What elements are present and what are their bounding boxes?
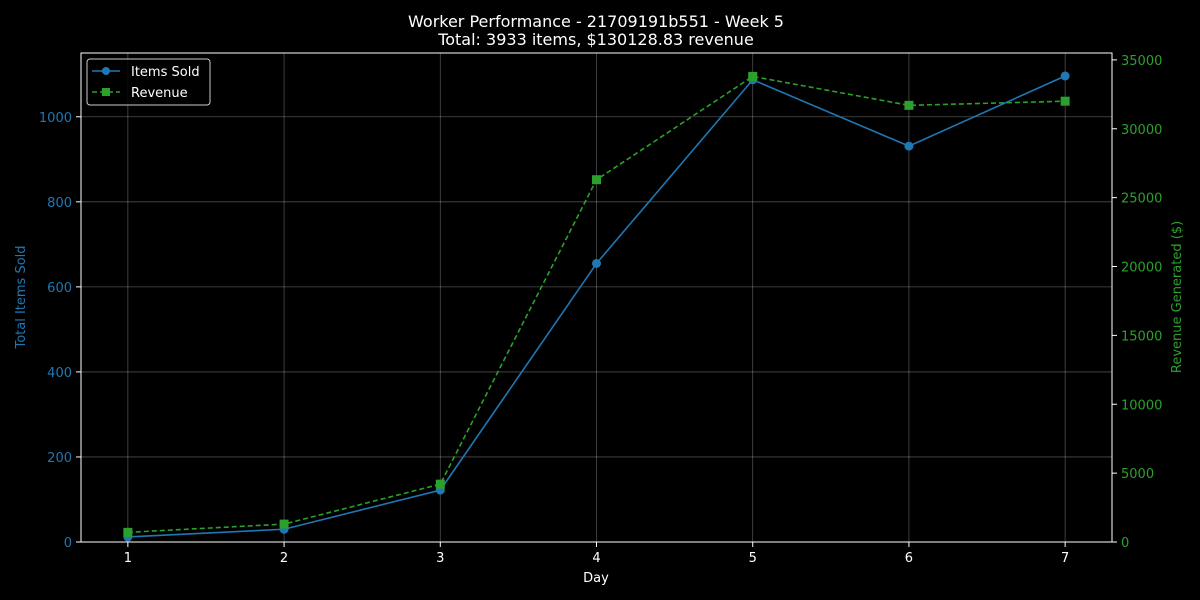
left-y-axis-label: Total Items Sold — [14, 245, 29, 349]
x-tick-label: 7 — [1061, 551, 1069, 566]
data-point-revenue — [904, 100, 914, 110]
data-point-revenue — [435, 479, 445, 489]
legend: Items Sold Revenue — [86, 58, 211, 106]
legend-items-sold-label: Items Sold — [131, 65, 200, 80]
right-y-tick-label: 5000 — [1121, 467, 1154, 482]
data-point-items-sold — [1060, 71, 1070, 81]
right-y-tick-label: 30000 — [1121, 123, 1162, 138]
right-y-tick-label: 10000 — [1121, 398, 1162, 413]
legend-items-sold-marker — [102, 67, 110, 75]
data-point-revenue — [1060, 96, 1070, 106]
data-point-revenue — [592, 175, 601, 185]
x-tick-label: 5 — [749, 551, 757, 566]
x-tick-label: 1 — [124, 551, 132, 566]
x-tick-label: 6 — [905, 551, 913, 566]
left-y-tick-label: 1000 — [39, 111, 72, 126]
left-y-tick-label: 200 — [47, 451, 72, 466]
x-axis: 1 2 3 4 5 6 7 — [124, 542, 1069, 566]
legend-revenue-label: Revenue — [131, 86, 188, 101]
chart-subtitle: Total: 3933 items, $130128.83 revenue — [437, 30, 754, 49]
data-point-revenue — [748, 71, 758, 81]
data-point-items-sold — [592, 258, 601, 268]
plot-frame — [80, 52, 1113, 543]
right-y-tick-label: 15000 — [1121, 329, 1162, 344]
series-layer — [123, 71, 1070, 542]
x-axis-label: Day — [583, 571, 609, 586]
data-point-revenue — [279, 519, 289, 529]
x-tick-label: 2 — [280, 551, 288, 566]
left-y-axis: 0 200 400 600 800 1000 — [39, 111, 81, 551]
left-y-tick-label: 400 — [47, 366, 72, 381]
right-y-axis-label: Revenue Generated ($) — [1170, 221, 1185, 373]
chart-title: Worker Performance - 21709191b551 - Week… — [408, 12, 784, 31]
legend-revenue-marker — [102, 88, 110, 96]
right-y-tick-label: 35000 — [1121, 54, 1162, 69]
right-y-tick-label: 20000 — [1121, 261, 1162, 276]
data-point-items-sold — [904, 141, 914, 151]
data-point-revenue — [123, 527, 133, 537]
right-y-axis: 0 5000 10000 15000 20000 25000 30000 35000 — [1112, 54, 1162, 551]
right-y-tick-label: 25000 — [1121, 192, 1162, 207]
x-tick-label: 4 — [592, 551, 600, 566]
x-tick-label: 3 — [436, 551, 444, 566]
left-y-tick-label: 800 — [47, 196, 72, 211]
left-y-tick-label: 0 — [64, 536, 72, 551]
right-y-tick-label: 0 — [1121, 536, 1129, 551]
left-y-tick-label: 600 — [47, 281, 72, 296]
